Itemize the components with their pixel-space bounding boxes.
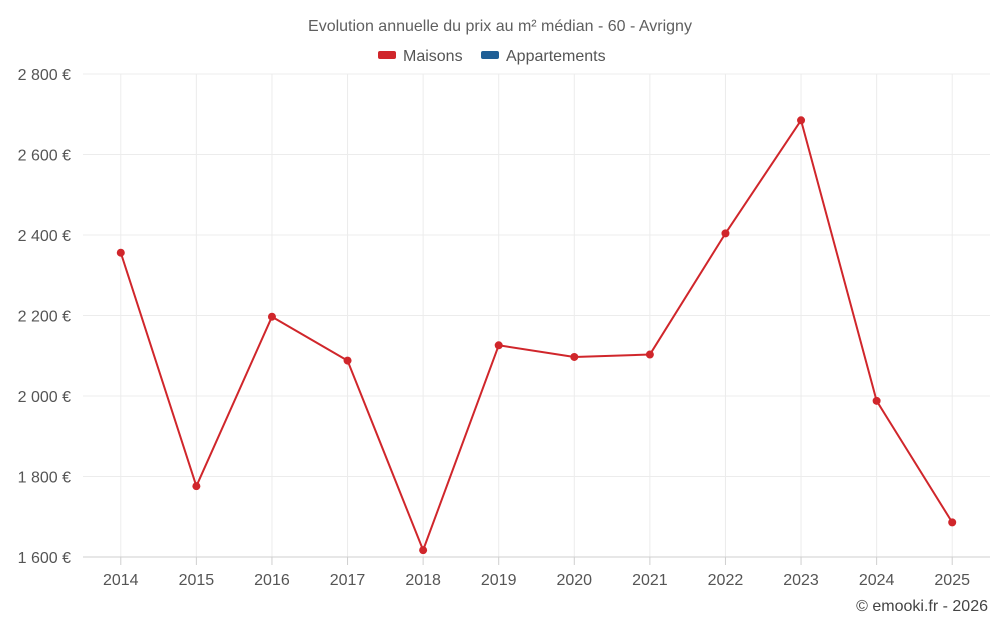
y-tick-label: 2 800 €: [18, 67, 71, 84]
data-point[interactable]: [948, 518, 957, 527]
legend-item-appartements[interactable]: Appartements: [481, 48, 606, 65]
legend[interactable]: Maisons Appartements: [378, 48, 606, 65]
data-point[interactable]: [192, 482, 201, 491]
data-point[interactable]: [721, 229, 730, 238]
credit-text: © emooki.fr - 2026: [856, 598, 988, 615]
y-axis-ticks: 1 600 € 1 800 € 2 000 € 2 200 € 2 400 € 2 600…: [18, 67, 71, 567]
y-tick-label: 1 600 €: [18, 550, 71, 567]
x-tick-label: 2016: [254, 572, 290, 589]
x-tick-label: 2020: [556, 572, 592, 589]
data-point[interactable]: [797, 116, 806, 125]
y-tick-label: 2 600 €: [18, 148, 71, 165]
data-point[interactable]: [872, 396, 881, 405]
data-point[interactable]: [267, 312, 276, 321]
x-tick-label: 2021: [632, 572, 668, 589]
legend-label-maisons: Maisons: [403, 48, 463, 65]
data-point[interactable]: [494, 341, 503, 350]
data-point[interactable]: [645, 350, 654, 359]
data-point[interactable]: [419, 546, 428, 555]
y-tick-label: 1 800 €: [18, 470, 71, 487]
legend-label-appartements: Appartements: [506, 48, 606, 65]
data-point[interactable]: [116, 248, 125, 257]
legend-swatch-appartements: [481, 51, 499, 59]
x-tick-label: 2022: [708, 572, 744, 589]
chart-title: Evolution annuelle du prix au m² médian …: [308, 18, 692, 35]
x-axis-ticks: 2014 2015 2016 2017 2018 2019 2020 2021 2022 2023…: [103, 557, 970, 589]
x-tick-label: 2014: [103, 572, 139, 589]
y-tick-label: 2 200 €: [18, 309, 71, 326]
x-tick-label: 2017: [330, 572, 366, 589]
x-tick-label: 2025: [934, 572, 970, 589]
x-tick-label: 2024: [859, 572, 895, 589]
legend-swatch-maisons: [378, 51, 396, 59]
data-point[interactable]: [570, 352, 579, 361]
grid: [83, 73, 990, 557]
y-tick-label: 2 000 €: [18, 389, 71, 406]
y-tick-label: 2 400 €: [18, 228, 71, 245]
legend-item-maisons[interactable]: Maisons: [378, 48, 463, 65]
x-tick-label: 2023: [783, 572, 819, 589]
x-tick-label: 2015: [179, 572, 215, 589]
x-tick-label: 2019: [481, 572, 517, 589]
x-tick-label: 2018: [405, 572, 441, 589]
series-maisons: [116, 116, 957, 555]
series-line: [119, 119, 954, 552]
data-point[interactable]: [343, 356, 352, 365]
